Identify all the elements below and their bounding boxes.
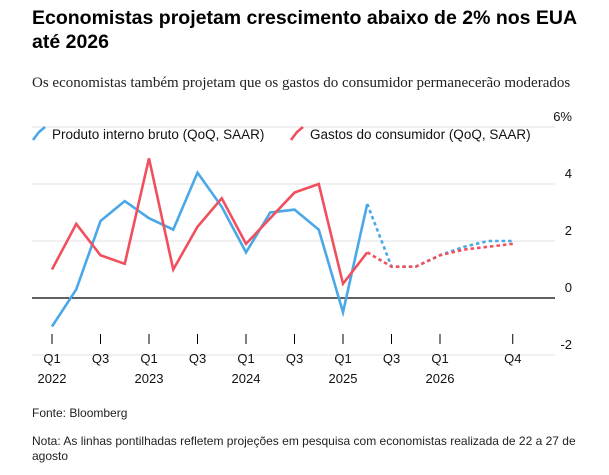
footnote: Nota: As linhas pontilhadas refletem pro… [32, 434, 576, 463]
x-tick-label-quarter: Q3 [92, 351, 109, 366]
x-tick-label-quarter: Q3 [189, 351, 206, 366]
legend-swatch-consumer [290, 126, 304, 141]
series-line-1-forecast [366, 242, 513, 268]
x-tick-label-year: 2024 [232, 371, 261, 386]
x-axis-ticks: Q1 2022 Q3 Q1 2023 Q3 Q1 2024 Q3 Q1 2025 Q3 Q1 2026 Q4 [38, 334, 521, 386]
x-tick-label-quarter: Q1 [237, 351, 254, 366]
series-lines [50, 158, 513, 328]
x-tick-label-quarter: Q1 [334, 351, 351, 366]
series-line-1-actual [50, 158, 369, 287]
x-tick-label-quarter: Q3 [286, 351, 303, 366]
x-tick-label-quarter: Q1 [140, 351, 157, 366]
y-tick-label: 2 [565, 223, 572, 238]
legend-item-gdp: Produto interno bruto (QoQ, SAAR) [32, 126, 264, 142]
y-tick-label: 4 [565, 166, 572, 181]
x-tick-label-quarter: Q1 [43, 351, 60, 366]
series-line-0-actual [50, 169, 369, 328]
grid-lines [32, 126, 555, 356]
x-tick-label-quarter: Q4 [504, 351, 521, 366]
x-tick-label-year: 2025 [329, 371, 358, 386]
legend-label-consumer: Gastos do consumidor (QoQ, SAAR) [310, 126, 531, 142]
x-tick-label-quarter: Q3 [383, 351, 400, 366]
chart-title: Economistas projetam crescimento abaixo … [32, 7, 577, 53]
legend-swatch-consumer-line [290, 126, 304, 141]
x-tick-label-year: 2022 [38, 371, 67, 386]
x-tick-label-year: 2023 [135, 371, 164, 386]
y-tick-label: -2 [560, 337, 572, 352]
legend-label-gdp: Produto interno bruto (QoQ, SAAR) [52, 126, 265, 142]
chart-subtitle: Os economistas também projetam que os ga… [32, 75, 571, 91]
legend-swatch-gdp-line [32, 126, 46, 141]
y-tick-label: 0 [565, 280, 572, 295]
legend: Produto interno bruto (QoQ, SAAR) Gastos… [32, 126, 592, 146]
y-axis-ticks: -2 0 2 4 6% [553, 109, 572, 352]
x-tick-label-year: 2026 [426, 371, 455, 386]
legend-item-consumer: Gastos do consumidor (QoQ, SAAR) [290, 126, 531, 142]
x-tick-label-quarter: Q1 [431, 351, 448, 366]
series-line-0-forecast [366, 203, 513, 268]
y-tick-label: 6% [553, 109, 572, 124]
legend-swatch-gdp [32, 126, 46, 141]
source-note: Fonte: Bloomberg [32, 406, 128, 420]
